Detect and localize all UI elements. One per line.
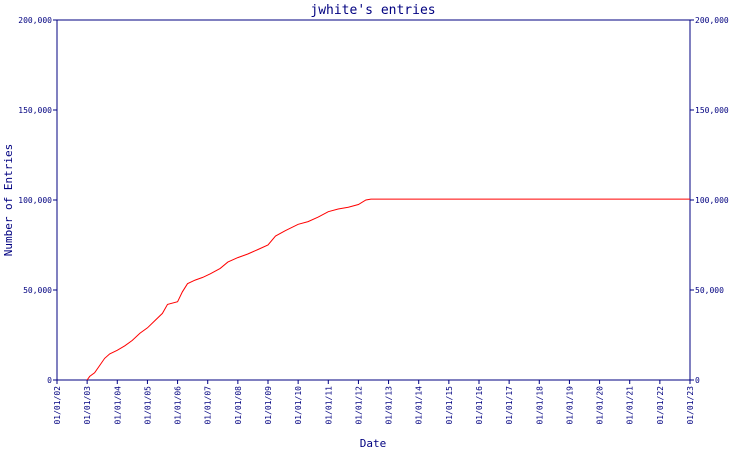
x-tick-label: 01/01/08 [234,386,243,425]
y-tick-label-left: 200,000 [18,16,52,25]
x-tick-label: 01/01/09 [264,386,273,425]
x-tick-label: 01/01/02 [53,386,62,425]
x-tick-label: 01/01/05 [143,386,152,425]
x-tick-label: 01/01/23 [686,386,695,425]
x-tick-label: 01/01/14 [415,386,424,425]
x-tick-label: 01/01/17 [505,386,514,425]
x-tick-label: 01/01/13 [385,386,394,425]
y-tick-label-right: 200,000 [695,16,729,25]
x-ticks: 01/01/02 01/01/03 01/01/04 01/01/05 01/01/06… [53,380,695,425]
y-tick-label-left: 50,000 [23,286,52,295]
x-axis-label: Date [360,437,387,450]
y-tick-label-right: 50,000 [695,286,724,295]
y-tick-label-right: 150,000 [695,106,729,115]
x-tick-label: 01/01/07 [204,386,213,425]
y-ticks-left: 0 50,000 100,000 150,000 200,000 [18,16,57,385]
y-tick-label-left: 0 [47,376,52,385]
x-tick-label: 01/01/20 [596,386,605,425]
x-tick-label: 01/01/19 [565,386,574,425]
x-tick-label: 01/01/21 [626,386,635,425]
x-tick-label: 01/01/16 [475,386,484,425]
y-axis-label: Number of Entries [2,144,15,257]
y-ticks-right: 0 50,000 100,000 150,000 200,000 [690,16,729,385]
x-tick-label: 01/01/10 [294,386,303,425]
y-tick-label-left: 100,000 [18,196,52,205]
x-tick-label: 01/01/12 [354,386,363,425]
x-tick-label: 01/01/06 [174,386,183,425]
chart-title: jwhite's entries [310,3,435,18]
y-tick-label-left: 150,000 [18,106,52,115]
x-tick-label: 01/01/22 [656,386,665,425]
y-tick-label-right: 100,000 [695,196,729,205]
x-tick-label: 01/01/15 [445,386,454,425]
plot-area [56,19,691,381]
y-tick-label-right: 0 [695,376,700,385]
x-tick-label: 01/01/11 [324,386,333,425]
x-tick-label: 01/01/04 [113,386,122,425]
series-line [86,198,690,381]
x-tick-label: 01/01/03 [83,386,92,425]
x-tick-label: 01/01/18 [535,386,544,425]
